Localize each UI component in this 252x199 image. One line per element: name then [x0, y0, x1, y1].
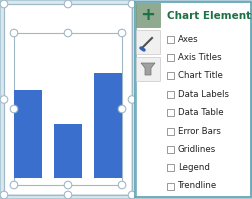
Text: Chart Title: Chart Title	[177, 71, 222, 81]
Circle shape	[10, 29, 18, 37]
Text: Legend: Legend	[177, 163, 209, 172]
Bar	[14, 33, 121, 185]
Text: Error Bars: Error Bars	[177, 127, 220, 136]
Circle shape	[64, 181, 72, 189]
Bar	[136, 57, 159, 81]
Bar	[4, 4, 132, 195]
Bar	[166, 164, 173, 171]
Circle shape	[0, 0, 8, 8]
Bar	[136, 30, 159, 54]
Circle shape	[10, 105, 18, 113]
Bar	[4, 4, 132, 195]
Bar	[166, 36, 173, 43]
Bar	[166, 128, 173, 135]
Circle shape	[128, 96, 135, 103]
Bar	[166, 91, 173, 98]
Polygon shape	[140, 63, 154, 75]
Text: Axes: Axes	[177, 35, 198, 44]
Circle shape	[118, 105, 125, 113]
Circle shape	[128, 191, 135, 199]
Bar	[94, 73, 121, 178]
Circle shape	[118, 181, 125, 189]
Bar	[54, 124, 82, 178]
Bar	[166, 182, 173, 189]
Circle shape	[118, 29, 125, 37]
Circle shape	[128, 0, 135, 8]
Text: +: +	[140, 6, 155, 24]
Text: Data Table: Data Table	[177, 108, 223, 117]
Bar	[166, 54, 173, 61]
Bar	[135, 2, 250, 197]
Circle shape	[0, 191, 8, 199]
Text: Axis Titles: Axis Titles	[177, 53, 221, 62]
Bar	[166, 146, 173, 153]
Text: Data Labels: Data Labels	[177, 90, 228, 99]
Circle shape	[64, 29, 72, 37]
Text: Gridlines: Gridlines	[177, 145, 215, 154]
Text: Trendline: Trendline	[177, 181, 216, 190]
Bar	[5, 5, 131, 194]
Circle shape	[10, 181, 18, 189]
Circle shape	[0, 96, 8, 103]
Bar	[136, 3, 159, 27]
Circle shape	[64, 191, 72, 199]
Bar	[166, 109, 173, 116]
Bar	[14, 90, 42, 178]
Bar	[166, 72, 173, 79]
Text: Chart Elements: Chart Elements	[166, 11, 252, 21]
Circle shape	[64, 0, 72, 8]
